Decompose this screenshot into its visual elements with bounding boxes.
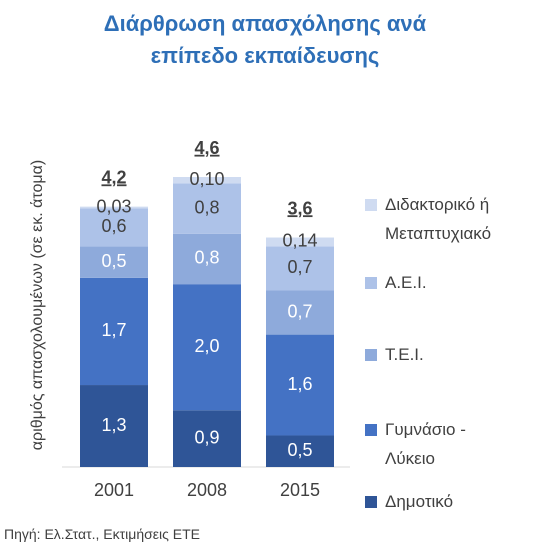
x-tick-label: 2015 bbox=[280, 480, 320, 500]
x-tick-label: 2001 bbox=[94, 480, 134, 500]
legend-item: Γυμνάσιο - Λύκειο bbox=[365, 415, 525, 473]
legend-swatch bbox=[365, 199, 377, 211]
total-label: 4,2 bbox=[101, 167, 126, 187]
y-axis-label: αριθμός απασχολουμένων (σε εκ. άτομα) bbox=[29, 160, 46, 450]
data-label: 0,14 bbox=[282, 231, 317, 251]
data-label: 0,03 bbox=[96, 196, 131, 216]
bar-segment bbox=[173, 284, 241, 411]
bar-segment bbox=[173, 183, 241, 234]
total-label: 3,6 bbox=[287, 198, 312, 218]
bar-segment bbox=[173, 177, 241, 184]
legend-item: Διδακτορικό ή Μεταπτυχιακό bbox=[365, 190, 525, 248]
data-label: 0,9 bbox=[194, 427, 219, 447]
legend-swatch bbox=[365, 424, 377, 436]
bar-segment bbox=[80, 246, 148, 278]
bar-segment bbox=[80, 277, 148, 386]
legend-label: Δημοτικό bbox=[385, 492, 454, 511]
legend-label: Γυμνάσιο - Λύκειο bbox=[385, 420, 466, 468]
bar-segment bbox=[266, 334, 334, 436]
data-label: 0,7 bbox=[287, 301, 312, 321]
data-label: 1,7 bbox=[101, 320, 126, 340]
data-label: 0,5 bbox=[101, 251, 126, 271]
bar-segment bbox=[80, 206, 148, 209]
total-label: 4,6 bbox=[194, 138, 219, 158]
legend-item: Δημοτικό bbox=[365, 487, 525, 516]
bar-segment bbox=[266, 290, 334, 335]
bar-segment bbox=[173, 233, 241, 285]
data-label: 1,6 bbox=[287, 374, 312, 394]
source: Πηγή: Ελ.Στατ., Εκτιμήσεις ΕΤΕ bbox=[4, 526, 200, 542]
chart-title: Διάρθρωση απασχόλησης ανά επίπεδο εκπαίδ… bbox=[103, 11, 427, 68]
legend-label: Α.Ε.Ι. bbox=[385, 273, 427, 292]
legend-label: Διδακτορικό ή Μεταπτυχιακό bbox=[385, 195, 492, 243]
data-label: 0,8 bbox=[194, 197, 219, 217]
bar-segment bbox=[173, 410, 241, 467]
bar-segment bbox=[266, 435, 334, 467]
legend-item: Τ.Ε.Ι. bbox=[365, 340, 525, 369]
bar-segment bbox=[266, 246, 334, 291]
data-label: 0,7 bbox=[287, 257, 312, 277]
legend-swatch bbox=[365, 349, 377, 361]
bar-segment bbox=[80, 208, 148, 247]
legend-label: Τ.Ε.Ι. bbox=[385, 345, 424, 364]
data-label: 2,0 bbox=[194, 336, 219, 356]
bar-segment bbox=[266, 237, 334, 247]
data-label: 0,6 bbox=[101, 216, 126, 236]
data-label: 0,5 bbox=[287, 440, 312, 460]
data-label: 1,3 bbox=[101, 415, 126, 435]
legend-item: Α.Ε.Ι. bbox=[365, 268, 525, 297]
data-label: 0,10 bbox=[189, 169, 224, 189]
legend-swatch bbox=[365, 496, 377, 508]
legend-swatch bbox=[365, 277, 377, 289]
data-label: 0,8 bbox=[194, 248, 219, 268]
x-tick-label: 2008 bbox=[187, 480, 227, 500]
bar-segment bbox=[80, 385, 148, 467]
